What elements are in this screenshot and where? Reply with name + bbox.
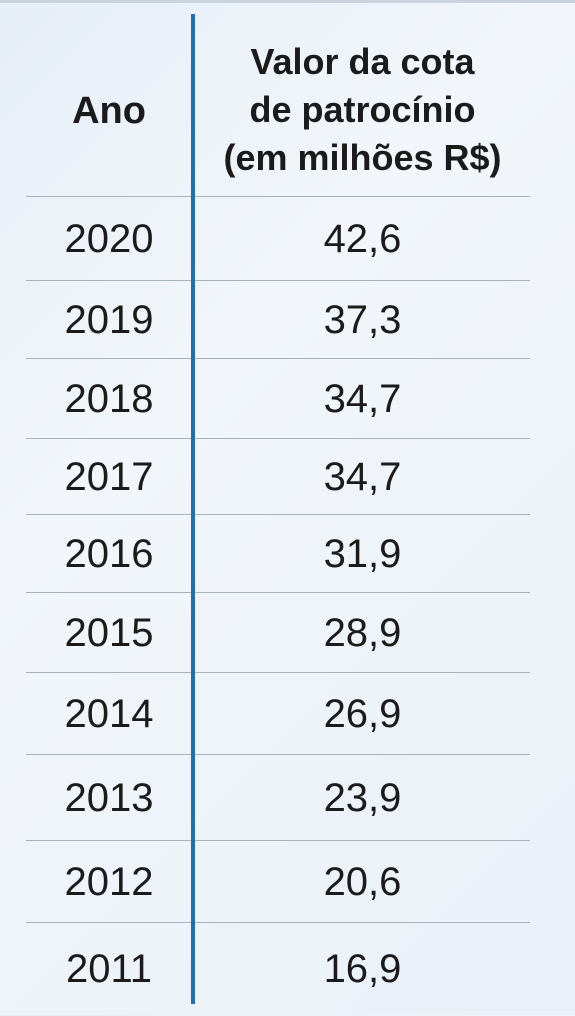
year-cell: 2017 bbox=[64, 454, 154, 499]
value-cell: 37,3 bbox=[323, 297, 402, 342]
value-cell: 28,9 bbox=[323, 610, 402, 655]
year-cell: 2014 bbox=[64, 691, 154, 736]
year-cell: 2019 bbox=[64, 297, 154, 342]
value-cell: 31,9 bbox=[323, 531, 402, 576]
year-cell: 2012 bbox=[64, 859, 154, 904]
year-cell: 2016 bbox=[64, 531, 154, 576]
table-row: 2011 16,9 bbox=[26, 922, 530, 1016]
header-value-line-1: Valor da cota bbox=[250, 41, 475, 82]
header-value: Valor da cota de patrocínio (em milhões … bbox=[195, 38, 530, 182]
year-cell: 2015 bbox=[64, 610, 154, 655]
sponsorship-table: Ano Valor da cota de patrocínio (em milh… bbox=[26, 0, 530, 1015]
year-cell: 2013 bbox=[64, 775, 154, 820]
year-cell: 2020 bbox=[64, 216, 154, 261]
header-year: Ano bbox=[72, 89, 146, 132]
table-row: 2020 42,6 bbox=[26, 196, 530, 281]
table-row: 2015 28,9 bbox=[26, 592, 530, 673]
header-value-line-2: de patrocínio bbox=[249, 89, 476, 130]
table-header: Ano Valor da cota de patrocínio (em milh… bbox=[26, 0, 530, 196]
value-cell: 26,9 bbox=[323, 691, 402, 736]
value-cell: 34,7 bbox=[323, 376, 402, 421]
header-value-line-3: (em milhões R$) bbox=[223, 137, 502, 178]
year-cell: 2011 bbox=[65, 947, 152, 991]
value-cell: 23,9 bbox=[323, 775, 402, 820]
table-row: 2013 23,9 bbox=[26, 754, 530, 841]
table-row: 2012 20,6 bbox=[26, 840, 530, 923]
table-row: 2014 26,9 bbox=[26, 672, 530, 755]
value-cell: 42,6 bbox=[323, 216, 402, 261]
table-row: 2017 34,7 bbox=[26, 438, 530, 515]
table-row: 2018 34,7 bbox=[26, 358, 530, 439]
value-cell: 34,7 bbox=[323, 454, 402, 499]
column-divider bbox=[191, 14, 195, 1004]
top-border bbox=[0, 0, 575, 3]
year-cell: 2018 bbox=[64, 376, 154, 421]
value-cell: 20,6 bbox=[323, 859, 402, 904]
value-cell: 16,9 bbox=[323, 947, 402, 991]
table-row: 2019 37,3 bbox=[26, 280, 530, 359]
table-row: 2016 31,9 bbox=[26, 514, 530, 593]
